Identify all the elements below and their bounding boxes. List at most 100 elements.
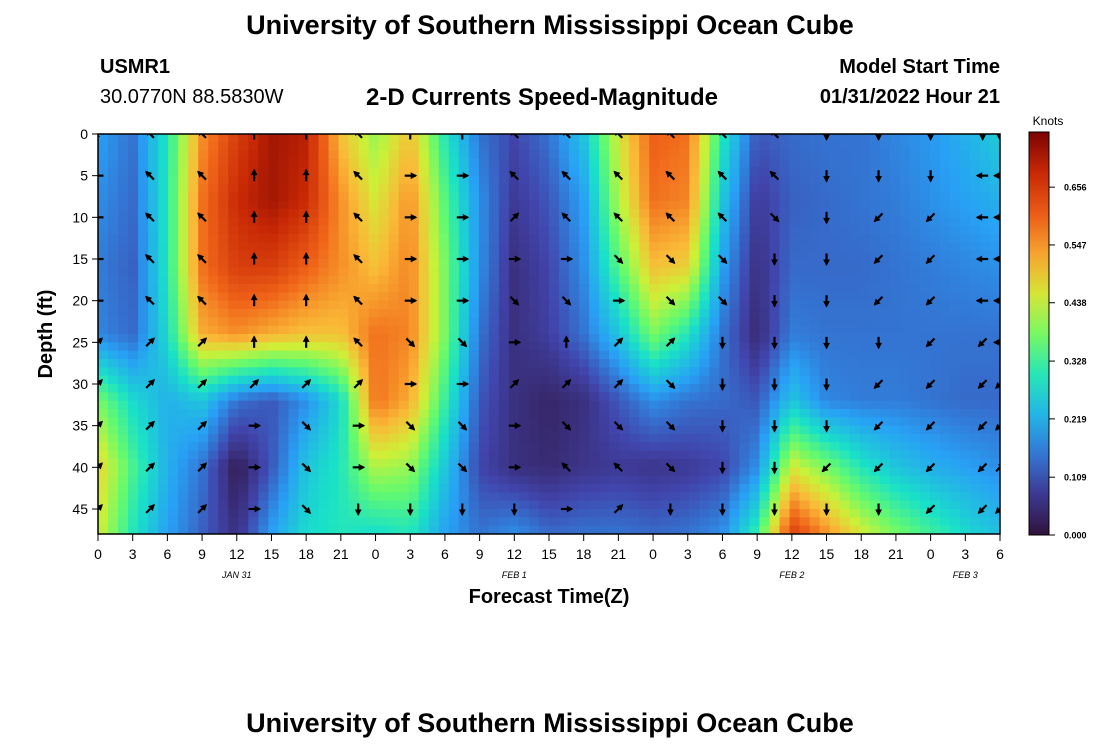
heatmap-cell <box>899 167 911 177</box>
heatmap-cell <box>789 400 801 410</box>
heatmap-cell <box>308 292 320 302</box>
heatmap-cell <box>909 450 921 460</box>
heatmap-cell <box>488 275 500 285</box>
heatmap-cell <box>929 484 941 493</box>
heatmap-cell <box>839 175 851 185</box>
heatmap-cell <box>398 275 410 285</box>
heatmap-cell <box>298 159 310 168</box>
heatmap-cell <box>398 342 410 352</box>
current-arrow <box>404 213 418 221</box>
heatmap-cell <box>829 267 841 277</box>
heatmap-cell <box>128 425 139 435</box>
heatmap-cell <box>98 159 109 168</box>
heatmap-cell <box>579 442 590 452</box>
heatmap-cell <box>98 417 109 427</box>
heatmap-cell <box>759 350 771 360</box>
heatmap-cell <box>138 492 149 502</box>
heatmap-cell <box>659 242 670 252</box>
heatmap-cell <box>989 234 1000 243</box>
heatmap-cell <box>849 434 861 443</box>
heatmap-cell <box>779 225 791 235</box>
heatmap-cell <box>609 509 620 518</box>
heatmap-cell <box>118 367 129 377</box>
heatmap-cell <box>408 309 420 318</box>
date-labels: JAN 31 FEB 1 FEB 2 FEB 3 <box>221 570 978 580</box>
heatmap-cell <box>128 242 139 252</box>
heatmap-cell <box>308 209 320 218</box>
heatmap-cell <box>549 134 560 143</box>
heatmap-cell <box>669 267 680 277</box>
heatmap-cell <box>549 367 560 377</box>
heatmap-cell <box>98 217 109 227</box>
heatmap-cell <box>128 467 139 477</box>
heatmap-cell <box>679 475 690 485</box>
heatmap-cell <box>98 475 109 485</box>
heatmap-cell <box>929 134 941 143</box>
heatmap-cell <box>559 492 570 502</box>
heatmap-cell <box>969 250 981 260</box>
heatmap-cell <box>468 525 480 534</box>
heatmap-cell <box>438 509 450 518</box>
heatmap-cell <box>268 400 279 410</box>
heatmap-cell <box>508 384 520 393</box>
heatmap-cell <box>959 134 971 143</box>
heatmap-cell <box>138 267 149 277</box>
colorbar-tick-label: 0.328 <box>1064 357 1087 367</box>
heatmap-cell <box>308 242 320 252</box>
heatmap-cell <box>148 242 159 252</box>
heatmap-cell <box>438 225 450 235</box>
heatmap-cell <box>649 450 660 460</box>
current-arrow <box>925 462 936 473</box>
heatmap-cell <box>799 384 811 393</box>
heatmap-cell <box>669 309 680 318</box>
heatmap-cell <box>528 450 540 460</box>
heatmap-cell <box>528 517 540 527</box>
heatmap-cell <box>188 450 199 460</box>
heatmap-cell <box>609 425 620 435</box>
heatmap-cell <box>448 350 460 360</box>
heatmap-cell <box>689 500 700 510</box>
heatmap-cell <box>508 234 520 243</box>
heatmap-cell <box>909 142 921 152</box>
heatmap-cell <box>889 500 901 510</box>
heatmap-cell <box>979 442 991 452</box>
heatmap-cell <box>939 200 951 210</box>
heatmap-cell <box>148 250 159 260</box>
heatmap-cell <box>769 267 781 277</box>
heatmap-cell <box>739 459 751 468</box>
heatmap-cell <box>829 400 841 410</box>
heatmap-cell <box>468 317 480 327</box>
heatmap-cell <box>188 209 199 218</box>
heatmap-cell <box>979 392 991 402</box>
heatmap-cell <box>378 184 390 193</box>
heatmap-cell <box>268 492 279 502</box>
heatmap-cell <box>549 417 560 427</box>
heatmap-cell <box>108 209 119 218</box>
heatmap-cell <box>789 467 801 477</box>
heatmap-cell <box>178 409 189 418</box>
heatmap-cell <box>288 434 300 443</box>
heatmap-cell <box>418 384 430 393</box>
heatmap-cell <box>719 167 730 177</box>
heatmap-cell <box>468 250 480 260</box>
heatmap-cell <box>659 284 670 293</box>
heatmap-cell <box>398 267 410 277</box>
heatmap-cell <box>859 242 871 252</box>
heatmap-cell <box>929 250 941 260</box>
heatmap-cell <box>969 325 981 335</box>
heatmap-cell <box>128 309 139 318</box>
current-arrow <box>510 503 518 516</box>
heatmap-cell <box>178 434 189 443</box>
heatmap-cell <box>288 209 300 218</box>
heatmap-cell <box>238 350 249 360</box>
heatmap-cell <box>448 267 460 277</box>
heatmap-cell <box>238 267 249 277</box>
heatmap-cell <box>759 250 771 260</box>
heatmap-cell <box>218 309 229 318</box>
heatmap-cell <box>488 459 500 468</box>
heatmap-cell <box>398 334 410 343</box>
heatmap-cell <box>619 175 630 185</box>
heatmap-cell <box>869 509 881 518</box>
heatmap-cell <box>859 450 871 460</box>
heatmap-cell <box>949 159 961 168</box>
